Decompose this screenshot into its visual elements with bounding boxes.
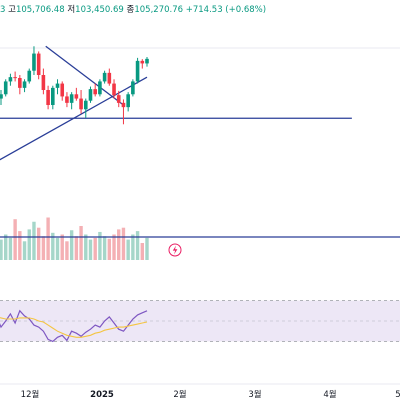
rsi-ma-line	[0, 317, 148, 338]
open-value-tail: 3	[0, 5, 6, 15]
low-label: 저	[67, 5, 76, 15]
candle-body	[13, 77, 17, 79]
candle-body	[69, 94, 74, 103]
candle-body	[55, 83, 60, 88]
volume-bar	[55, 237, 60, 260]
candle-body	[3, 81, 8, 95]
x-tick-label: 5	[395, 390, 400, 400]
low-value: 103,450.69	[75, 5, 124, 15]
volume-bar	[79, 226, 83, 260]
x-tick-label: 2025	[90, 390, 114, 400]
volume-bar	[102, 236, 107, 260]
close-value: 105,270.76	[134, 5, 184, 15]
volume-bar	[51, 232, 55, 260]
candle-body	[46, 90, 50, 105]
high-value: 105,706.48	[15, 5, 65, 15]
candle-body	[18, 78, 22, 88]
volume-bar	[27, 229, 31, 260]
volume-bar	[32, 221, 36, 260]
volume-bar	[41, 236, 46, 260]
high-label: 고	[8, 5, 16, 15]
candle-body	[102, 72, 107, 82]
volume-bar	[36, 227, 41, 260]
volume-bar	[22, 241, 27, 260]
candle-body	[60, 83, 65, 97]
ohlc-header: 3 고105,706.48 저103,450.69 종105,270.76 +7…	[0, 3, 266, 15]
volume-bar	[88, 239, 93, 260]
volume-bar	[8, 237, 13, 260]
candle-body	[131, 81, 135, 95]
candle-body	[88, 89, 93, 101]
x-tick-label: 12월	[21, 389, 40, 400]
candle-body	[140, 60, 145, 64]
volume-bar	[84, 234, 88, 260]
candle-body	[41, 75, 46, 90]
candle-body	[107, 72, 112, 84]
x-tick-label: 4월	[323, 389, 336, 400]
volume-bar	[65, 241, 69, 260]
candle-body	[51, 87, 55, 105]
candle-body	[74, 94, 79, 99]
volume-bar	[4, 234, 8, 260]
candle-body	[36, 53, 41, 75]
candle-body	[32, 53, 36, 71]
volume-bar	[117, 229, 121, 260]
volume-bar	[98, 231, 102, 260]
lightning-icon-glyph	[172, 245, 178, 255]
volume-bar	[69, 230, 74, 260]
rsi-line	[0, 309, 148, 343]
change-value: +714.53 (+0.68%)	[185, 5, 267, 15]
volume-bar	[0, 239, 3, 260]
close-label: 종	[126, 5, 135, 15]
volume-bar	[145, 237, 149, 260]
candle-body	[79, 98, 83, 110]
volume-bar	[131, 234, 135, 260]
volume-bar	[93, 237, 97, 260]
x-tick-label: 2월	[173, 389, 186, 400]
candle-body	[27, 70, 32, 82]
candle-body	[112, 83, 116, 96]
candle-body	[65, 96, 69, 103]
volume-bar	[13, 219, 17, 260]
volume-bar	[126, 239, 130, 260]
x-tick-label: 3월	[248, 389, 261, 400]
candle-body	[22, 81, 27, 88]
volume-bar	[135, 231, 140, 260]
volume-bar	[140, 243, 144, 260]
candle-body	[126, 94, 130, 108]
trendline[interactable]	[45, 45, 124, 106]
volume-bar	[112, 234, 116, 260]
volume-bar	[121, 227, 126, 260]
candle-body	[0, 94, 3, 99]
volume-bar	[107, 238, 112, 260]
volume-bar	[60, 234, 64, 260]
candle-body	[135, 60, 140, 82]
candle-body	[145, 58, 149, 64]
volume-bar	[46, 217, 50, 260]
candle-body	[83, 100, 88, 110]
volume-bar	[74, 236, 79, 260]
volume-bar	[18, 231, 22, 260]
trendline[interactable]	[0, 76, 148, 201]
candle-body	[116, 95, 121, 103]
candle-body	[98, 81, 102, 95]
candle-body	[121, 102, 126, 108]
candle-body	[8, 77, 13, 82]
candle-body	[93, 89, 97, 95]
